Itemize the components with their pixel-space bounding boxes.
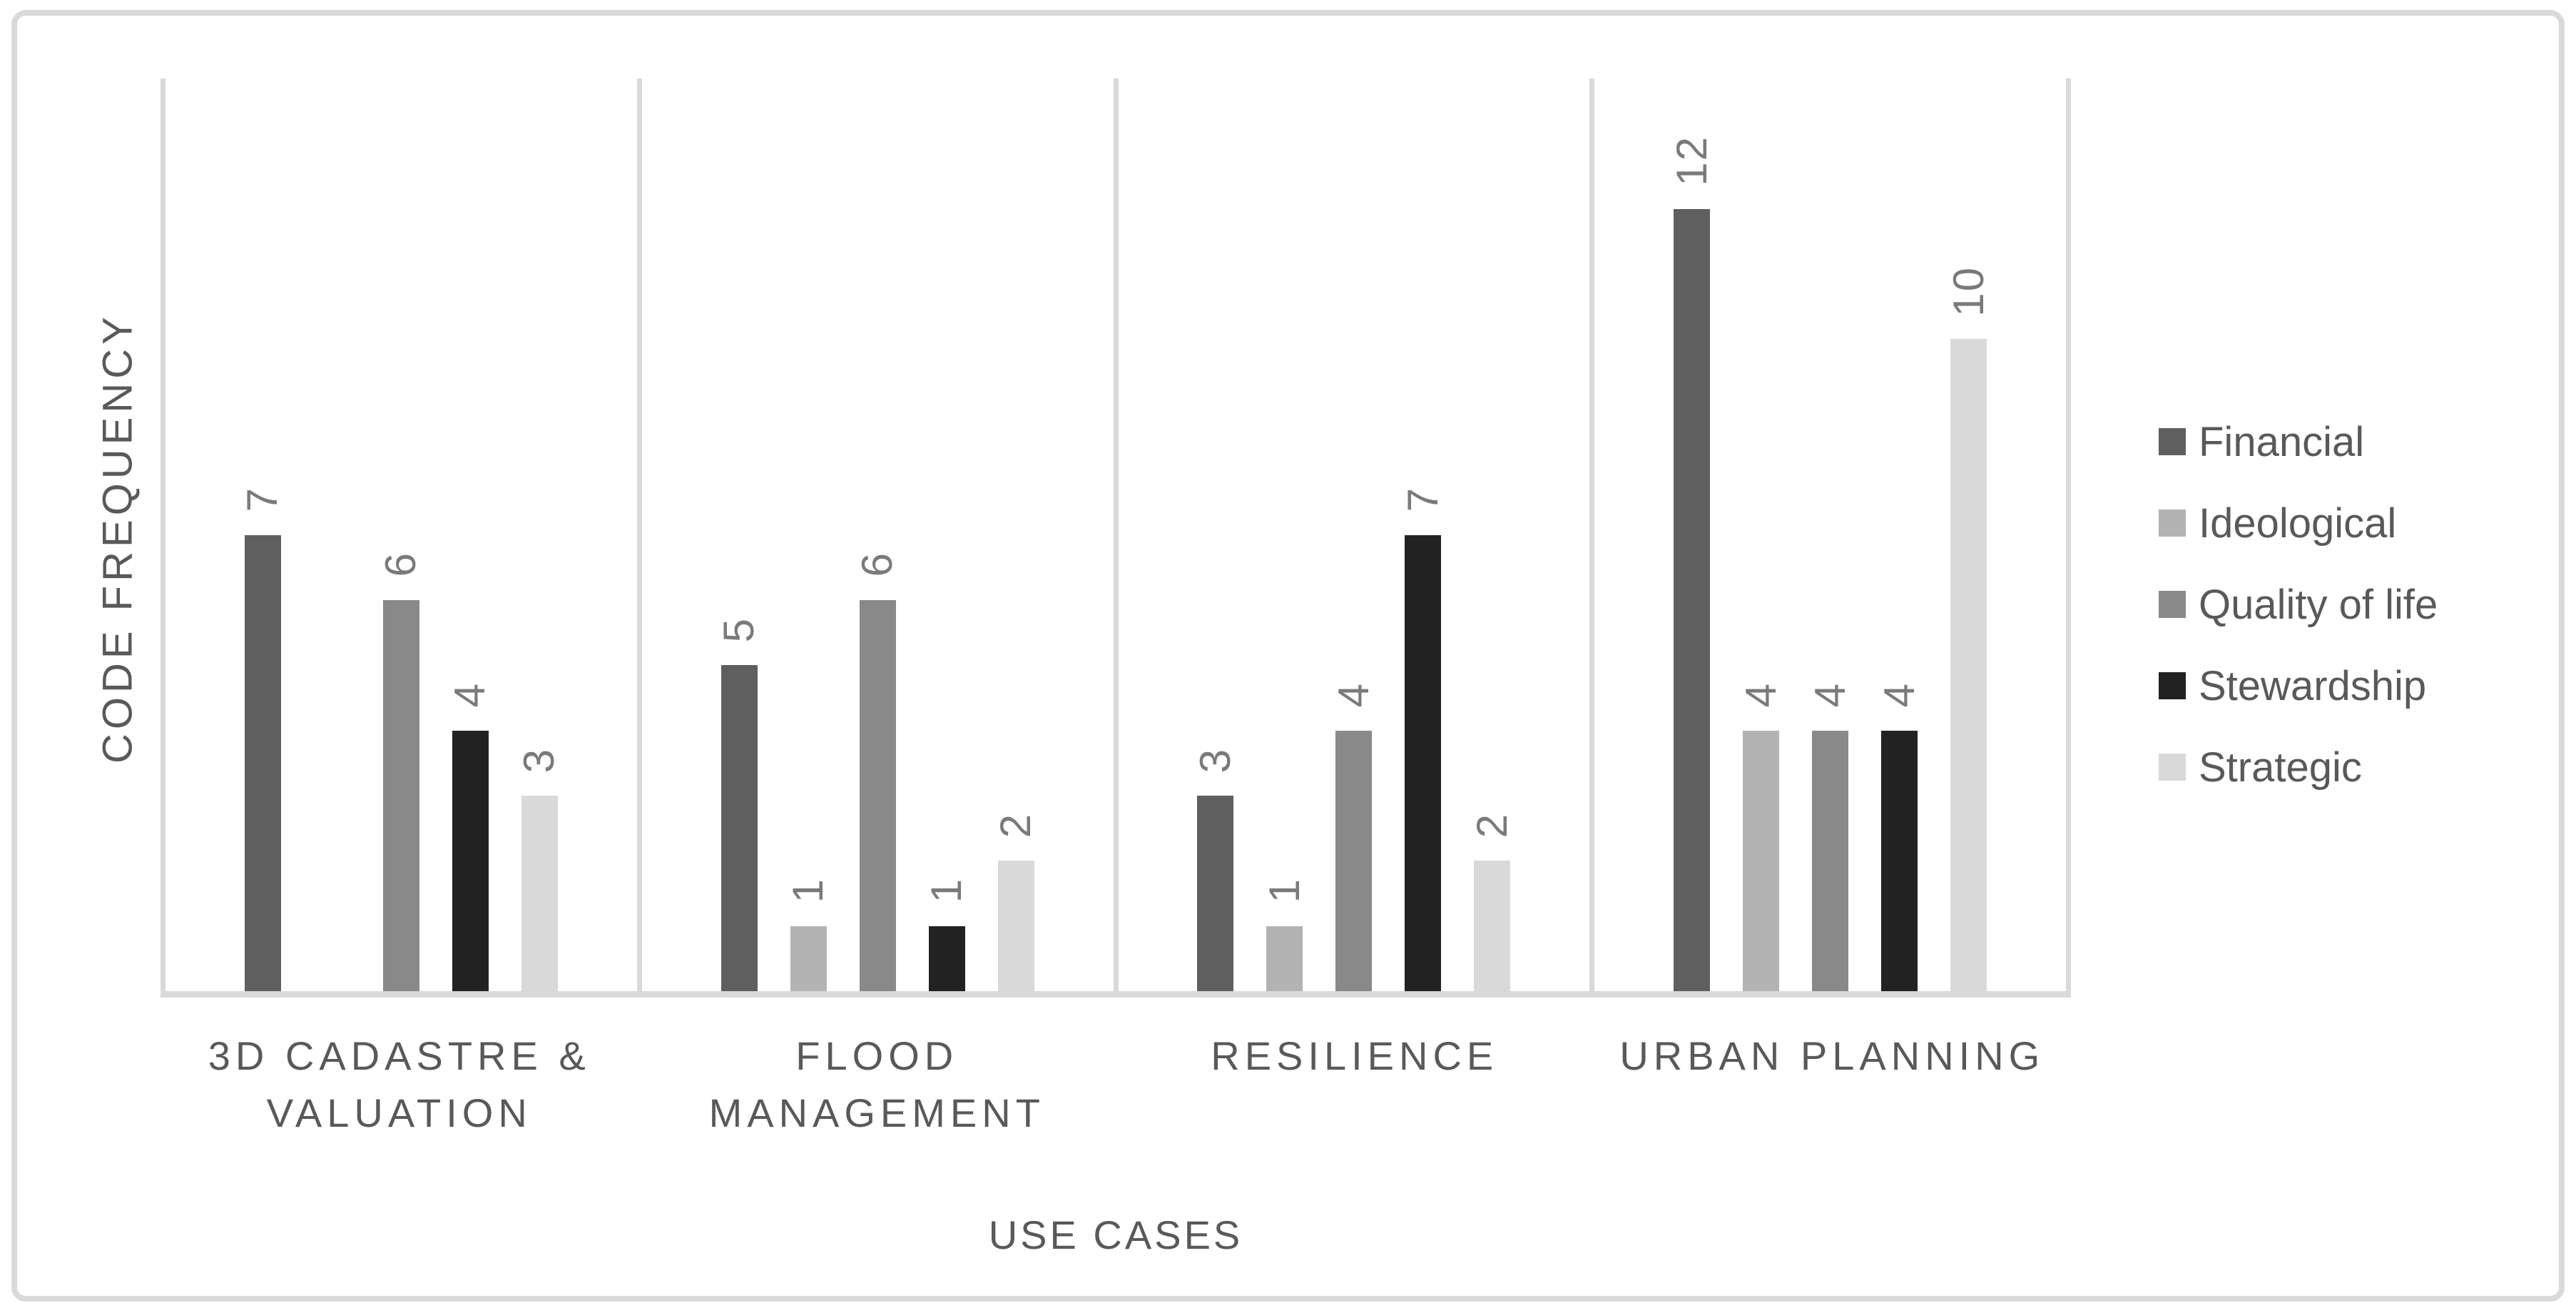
bar-value-label: 10	[1944, 265, 1992, 317]
bar-value-label: 7	[238, 487, 287, 512]
bar-quality-of-life: 6	[377, 552, 424, 991]
category-axis: 3D CADASTRE & VALUATION FLOOD MANAGEMENT R…	[161, 1028, 2071, 1142]
bar-stewardship: 4	[1875, 682, 1923, 991]
bar-financial: 12	[1668, 136, 1716, 991]
bar-value-label: 1	[922, 878, 971, 903]
bar-quality-of-life: 6	[853, 552, 901, 991]
bar-stewardship: 4	[446, 682, 494, 991]
plot-area: 7 6 4 3 5 1 6 1 2 3 1 4 7 2 12 4 4 4 10	[161, 78, 2071, 998]
bar-value-label: 6	[853, 552, 902, 577]
category-panel-3d-cadastre-valuation: 7 6 4 3	[166, 78, 642, 991]
bar-strategic: 2	[992, 813, 1039, 991]
bar-value-label: 4	[1329, 682, 1378, 708]
bar-quality-of-life: 4	[1806, 682, 1854, 991]
bar-ideological: 4	[1737, 682, 1785, 991]
legend-swatch-financial	[2159, 428, 2186, 455]
bar-value-label: 7	[1398, 487, 1447, 512]
bar-value-label: 5	[715, 617, 763, 643]
legend-item-strategic: Strategic	[2159, 744, 2438, 791]
bar-value-label: 2	[992, 812, 1040, 838]
category-panel-resilience: 3 1 4 7 2	[1119, 78, 1595, 991]
legend-label-stewardship: Stewardship	[2199, 662, 2427, 709]
bar-value-label: 2	[1467, 812, 1516, 838]
bar-ideological: 1	[784, 878, 832, 991]
legend-swatch-ideological	[2159, 510, 2186, 537]
category-label-urban-planning: URBAN PLANNING	[1619, 1033, 2045, 1078]
legend-label-strategic: Strategic	[2199, 744, 2362, 791]
bar-value-label: 3	[515, 747, 564, 773]
legend-item-stewardship: Stewardship	[2159, 662, 2438, 709]
legend-label-quality-of-life: Quality of life	[2199, 581, 2438, 628]
category-label-resilience: RESILIENCE	[1211, 1033, 1499, 1078]
bar-value-label: 6	[377, 552, 425, 577]
bar-value-label: 3	[1191, 747, 1239, 773]
legend-swatch-strategic	[2159, 754, 2186, 781]
category-label-3d-cadastre-valuation: 3D CADASTRE & VALUATION	[208, 1033, 591, 1135]
bar-strategic: 2	[1468, 813, 1516, 991]
bar-strategic: 3	[515, 748, 563, 991]
category-panel-flood-management: 5 1 6 1 2	[642, 78, 1119, 991]
legend-label-financial: Financial	[2199, 418, 2365, 465]
bar-value-label: 4	[1736, 682, 1785, 708]
bar-ideological: 1	[1261, 878, 1308, 991]
legend-item-ideological: Ideological	[2159, 500, 2438, 547]
bar-financial: 3	[1191, 748, 1239, 991]
chart-frame	[11, 10, 2565, 1302]
x-axis-title: USE CASES	[988, 1212, 1243, 1257]
bar-financial: 5	[715, 617, 763, 991]
legend-label-ideological: Ideological	[2199, 500, 2397, 547]
legend-item-financial: Financial	[2159, 418, 2438, 465]
bar-value-label: 12	[1667, 135, 1716, 186]
bar-quality-of-life: 4	[1330, 682, 1378, 991]
legend-swatch-quality-of-life	[2159, 591, 2186, 618]
legend-swatch-stewardship	[2159, 672, 2186, 699]
bar-value-label: 1	[1260, 878, 1308, 903]
bar-stewardship: 1	[922, 878, 970, 991]
bar-value-label: 4	[1875, 682, 1923, 708]
bar-value-label: 4	[446, 682, 494, 708]
bar-value-label: 1	[784, 878, 833, 903]
bar-strategic: 10	[1945, 266, 1992, 991]
bar-value-label: 4	[1806, 682, 1854, 708]
y-axis-title: CODE FREQUENCY	[94, 313, 141, 764]
bar-financial: 7	[238, 487, 286, 991]
legend: Financial Ideological Quality of life Stewa…	[2159, 418, 2438, 791]
legend-item-quality-of-life: Quality of life	[2159, 581, 2438, 628]
category-label-flood-management: FLOOD MANAGEMENT	[708, 1033, 1045, 1135]
category-panel-urban-planning: 12 4 4 4 10	[1594, 78, 2071, 991]
bar-stewardship: 7	[1399, 487, 1447, 991]
